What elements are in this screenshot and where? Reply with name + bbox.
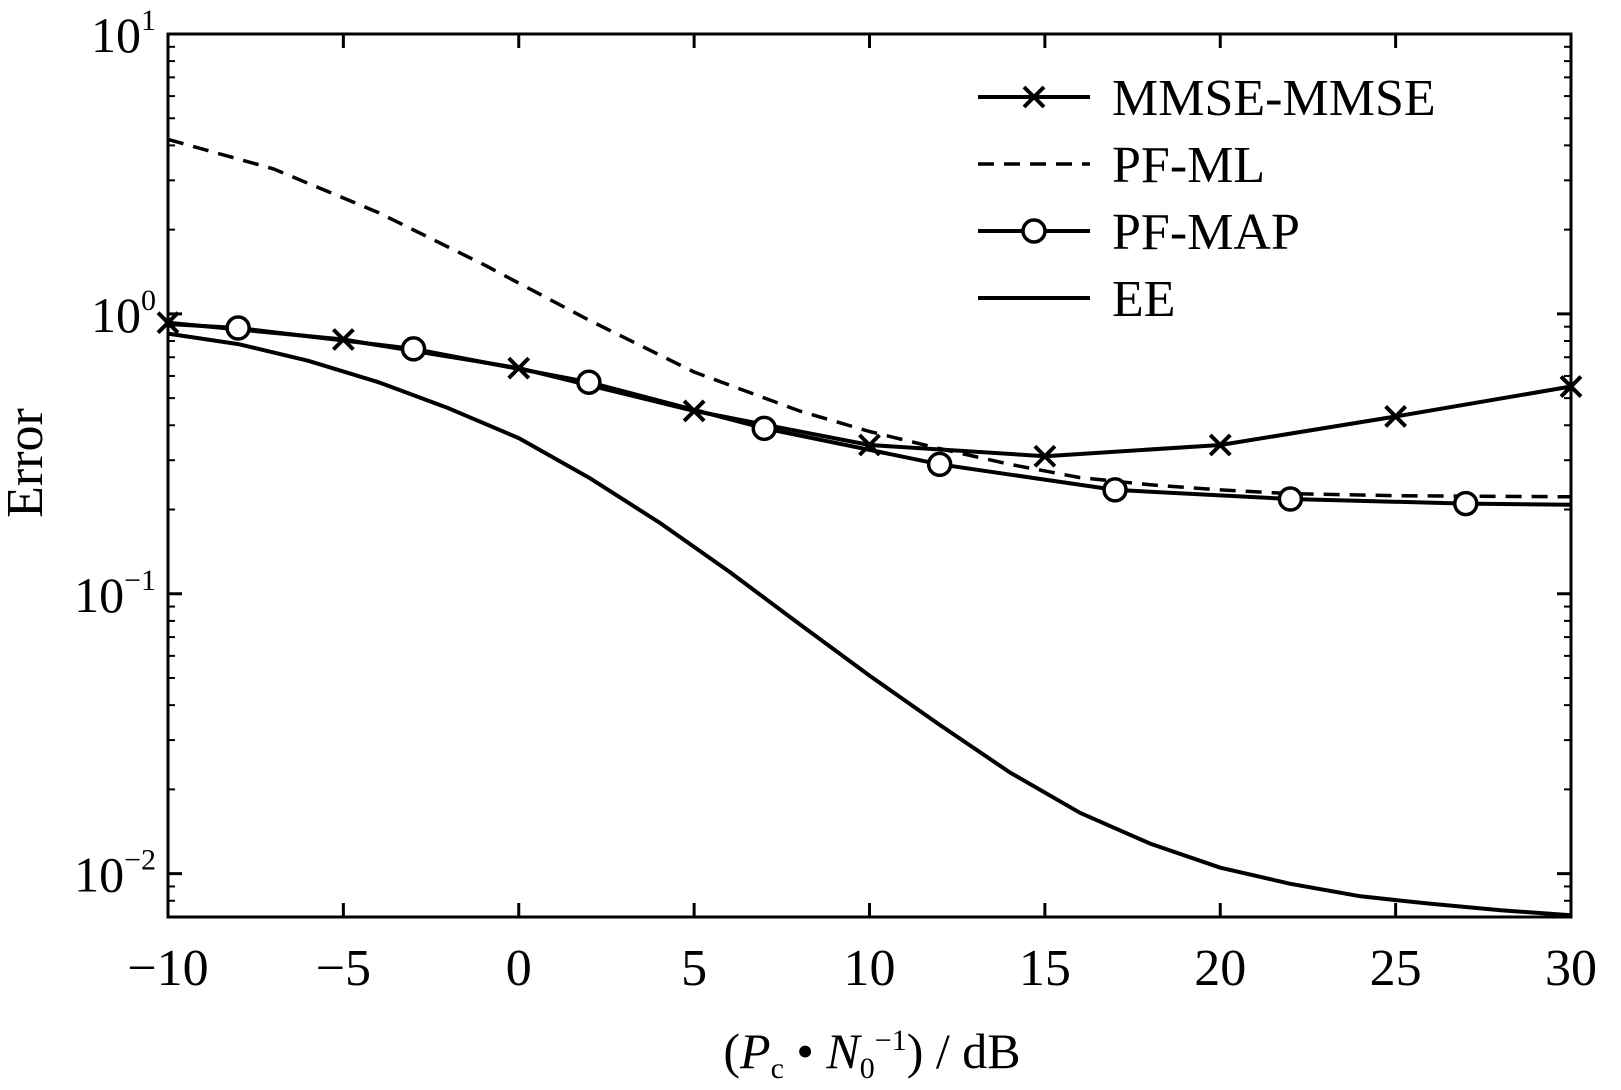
series-line-pf-ml <box>167 137 1572 499</box>
axis-layer: −10 −5 0 5 10 15 20 25 30 101 100 10−1 10−2 <box>74 4 1597 997</box>
x-axis-label: (Pc • N0−1) / dB <box>723 1023 1020 1085</box>
marker-x-mmse-mmse <box>1208 433 1232 457</box>
x-tick-label: 15 <box>1019 940 1071 997</box>
legend-item-pf-ml: PF-ML <box>978 137 1265 194</box>
marker-circle-pf-map <box>576 369 602 395</box>
x-tick-label: 25 <box>1370 940 1422 997</box>
marker-x-mmse-mmse <box>1033 444 1057 468</box>
legend-label: PF-ML <box>1112 137 1265 194</box>
x-tick-label: −10 <box>127 940 208 997</box>
x-tick-label: 5 <box>681 940 707 997</box>
legend-marker-x <box>1022 85 1046 109</box>
marker-x-mmse-mmse <box>1384 405 1408 428</box>
marker-circle-pf-map <box>751 415 778 442</box>
legend-item-ee: EE <box>978 271 1176 328</box>
legend: MMSE-MMSE PF-ML PF-MAP EE <box>978 70 1436 328</box>
x-tick-label: 20 <box>1194 940 1246 997</box>
legend-label: EE <box>1112 271 1176 328</box>
legend-label: MMSE-MMSE <box>1112 70 1436 127</box>
marker-circle-pf-map <box>1453 490 1479 517</box>
y-tick-label: 101 <box>91 4 156 63</box>
series-line-ee <box>167 331 1572 918</box>
legend-marker-circle <box>1021 218 1047 244</box>
y-tick-label: 10−2 <box>74 844 156 903</box>
legend-item-pf-map: PF-MAP <box>978 204 1300 261</box>
x-tick-label: −5 <box>316 940 371 997</box>
x-tick-label: 0 <box>506 940 532 997</box>
series-line-pf-map <box>167 322 1572 507</box>
marker-circle-pf-map <box>1277 486 1304 512</box>
legend-label: PF-MAP <box>1112 204 1300 261</box>
marker-circle-pf-map <box>926 451 953 478</box>
marker-circle-pf-map <box>400 336 427 362</box>
legend-item-mmse-mmse: MMSE-MMSE <box>978 70 1436 127</box>
x-tick-label: 10 <box>844 940 896 997</box>
x-tick-label: 30 <box>1545 940 1597 997</box>
y-tick-label: 10−1 <box>74 564 156 623</box>
marker-circle-pf-map <box>225 315 251 341</box>
marker-circle-pf-map <box>1102 477 1128 503</box>
y-tick-label: 100 <box>91 284 156 343</box>
y-axis-label: Error <box>0 408 54 518</box>
plot-frame <box>166 32 1573 919</box>
series-layer <box>156 137 1583 918</box>
